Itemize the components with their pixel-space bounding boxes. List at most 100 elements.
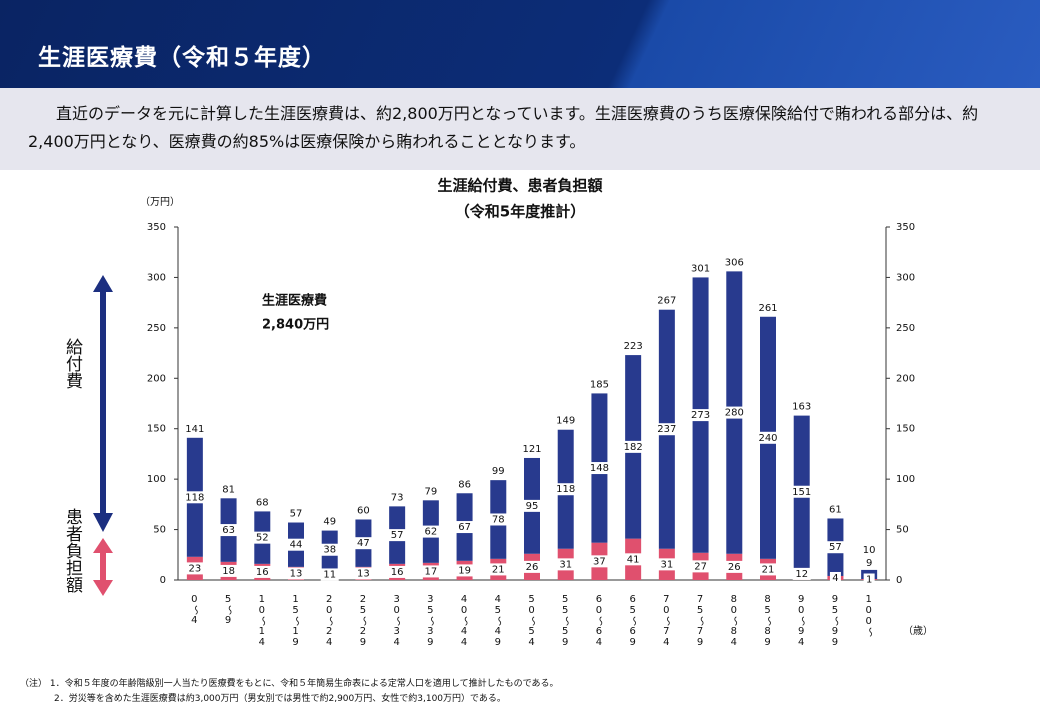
x-tick-label: 40～44 [459,594,470,648]
value-label: 21 [492,564,505,575]
x-tick-label: 5～9 [223,594,234,626]
x-tick-label: 85～89 [762,594,773,648]
value-label: 31 [559,559,572,570]
value-label: 57 [829,542,842,553]
value-label: 151 [792,487,811,498]
y-tick-label: 0 [160,575,166,586]
total-label: 223 [624,341,643,352]
value-label: 148 [590,463,609,474]
label-bg [489,563,508,576]
value-label: 17 [424,566,437,577]
label-bg [826,541,845,554]
chart-subtitle: （令和5年度推計） [455,203,585,221]
value-label: 27 [694,561,707,572]
label-bg [455,564,474,577]
label-bg [253,531,272,544]
value-label: 31 [660,559,673,570]
label-bg [287,538,305,551]
y-tick-label: 100 [147,474,166,485]
note: 2．労災等を含めた生涯医療費は約3,000万円（男女別では男性で約2,900万円… [54,694,506,704]
label-bg [388,529,407,542]
label-bg [219,564,238,577]
label-bg [725,560,744,573]
arrow [93,275,113,532]
label-bg [354,567,373,580]
label-bg [421,525,440,538]
value-label: 182 [624,442,643,453]
label-bg [759,563,777,576]
y-tick-label: 150 [147,424,166,435]
value-label: 57 [391,530,404,541]
label-bg [287,567,305,580]
value-label: 18 [222,566,235,577]
total-label: 81 [222,484,235,495]
x-tick-label: 45～49 [492,594,503,648]
total-label: 185 [590,379,609,390]
label-bg [792,567,811,580]
y2-tick-label: 100 [896,474,915,485]
value-label: 44 [290,540,303,551]
value-label: 37 [593,556,606,567]
chart-title: 生涯給付費、患者負担額 [437,177,602,195]
label-bg [688,409,714,422]
notes: （注） 1．令和５年度の年齢階級別一人当たり医療費をもとに、令和５年簡易生命表に… [20,677,559,707]
side-label: 患者負担額 [62,508,83,593]
value-label: 21 [762,564,775,575]
label-bg [523,499,541,512]
label-bg [553,483,579,496]
label-bg [320,543,339,556]
value-label: 63 [222,525,235,536]
label-bg [829,571,841,584]
label-bg [421,565,440,578]
label-bg [755,431,781,444]
value-label: 23 [188,563,201,574]
total-label: 73 [391,492,404,503]
x-tick-label: 65～69 [627,594,638,648]
total-label: 121 [522,444,541,455]
x-tick-label: 20～24 [324,594,335,648]
label-bg [182,491,208,504]
value-label: 78 [492,514,505,525]
x-tick-label: 30～34 [391,594,402,648]
total-label: 149 [556,416,575,427]
x-tick-label: 50～54 [526,594,537,648]
x-tick-label: 60～64 [593,594,604,648]
total-label: 141 [185,424,204,435]
label-bg [219,524,238,537]
value-label: 9 [866,558,872,569]
value-label: 273 [691,410,710,421]
total-label: 60 [357,505,370,516]
label-bg [863,573,875,586]
label-bg [789,485,815,498]
total-label: 301 [691,263,710,274]
value-label: 118 [185,492,204,503]
y-tick-label: 250 [147,323,166,334]
y-tick-label: 200 [147,373,166,384]
label-bg [455,521,474,534]
side-label: 給付費 [62,338,83,389]
y2-tick-label: 200 [896,373,915,384]
label-bg [624,553,643,566]
y-tick-label: 350 [147,222,166,233]
y2-tick-label: 150 [896,424,915,435]
label-bg [253,565,272,578]
value-label: 19 [458,565,471,576]
x-tick-label: 55～59 [560,594,571,648]
label-bg [556,558,575,571]
value-label: 280 [725,408,744,419]
label-bg [654,423,680,436]
y-tick-label: 50 [153,525,166,536]
value-label: 12 [795,569,808,580]
label-bg [523,560,541,573]
label-bg [320,568,339,581]
total-label: 10 [863,545,876,556]
note: 1．令和５年度の年齢階級別一人当たり医療費をもとに、令和５年簡易生命表による定常… [49,679,559,689]
total-label: 99 [492,466,505,477]
value-label: 4 [832,573,838,584]
value-label: 16 [256,567,269,578]
value-label: 26 [728,562,741,573]
value-label: 41 [627,554,640,565]
total-label: 79 [424,486,437,497]
label-bg [863,556,875,569]
x-tick-label: 75～79 [695,594,706,648]
